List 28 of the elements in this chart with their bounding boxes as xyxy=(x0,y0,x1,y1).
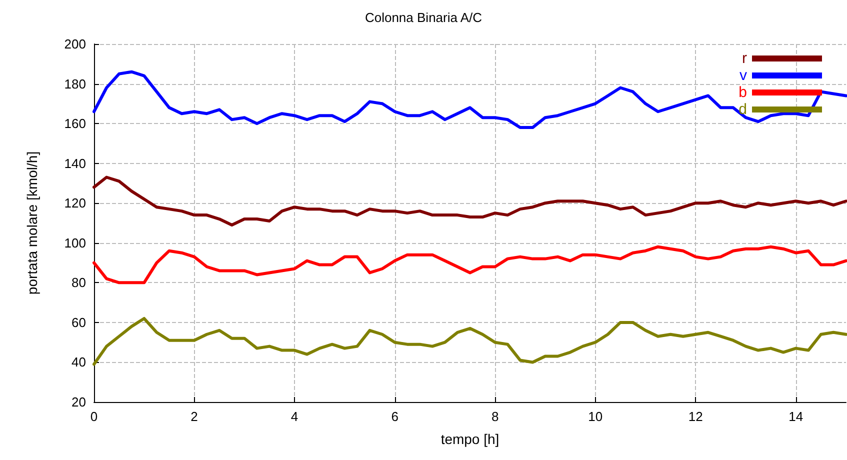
x-tick-label: 0 xyxy=(90,409,98,424)
chart-title: Colonna Binaria A/C xyxy=(364,10,482,25)
x-tick-label: 14 xyxy=(788,409,804,424)
y-tick-label: 80 xyxy=(72,275,86,290)
y-tick-label: 120 xyxy=(64,196,86,211)
y-tick-label: 140 xyxy=(64,156,86,171)
legend-label: v xyxy=(740,67,748,84)
y-tick-label: 60 xyxy=(72,314,86,330)
y-axis-title: portata molare [kmol/h] xyxy=(24,151,40,295)
x-tick-label: 8 xyxy=(491,409,499,424)
y-tick-label: 180 xyxy=(64,76,86,92)
x-tick-label: 4 xyxy=(290,409,298,424)
x-axis-title: tempo [h] xyxy=(440,431,500,447)
legend-label: r xyxy=(742,50,747,67)
x-tick-label: 12 xyxy=(688,409,703,424)
y-tick-label: 20 xyxy=(72,394,86,410)
line-series xyxy=(92,176,847,226)
line-series xyxy=(92,316,847,366)
line-series xyxy=(92,245,847,284)
y-tick-label: 200 xyxy=(64,36,86,52)
y-tick-label: 40 xyxy=(72,354,86,370)
x-tick-label: 10 xyxy=(588,409,603,424)
line-series xyxy=(92,70,847,130)
y-tick-label: 160 xyxy=(64,116,86,132)
x-tick-label: 6 xyxy=(391,409,398,424)
x-tick-label: 2 xyxy=(190,409,198,424)
y-tick-label: 100 xyxy=(64,235,86,250)
legend-label: b xyxy=(738,84,747,101)
